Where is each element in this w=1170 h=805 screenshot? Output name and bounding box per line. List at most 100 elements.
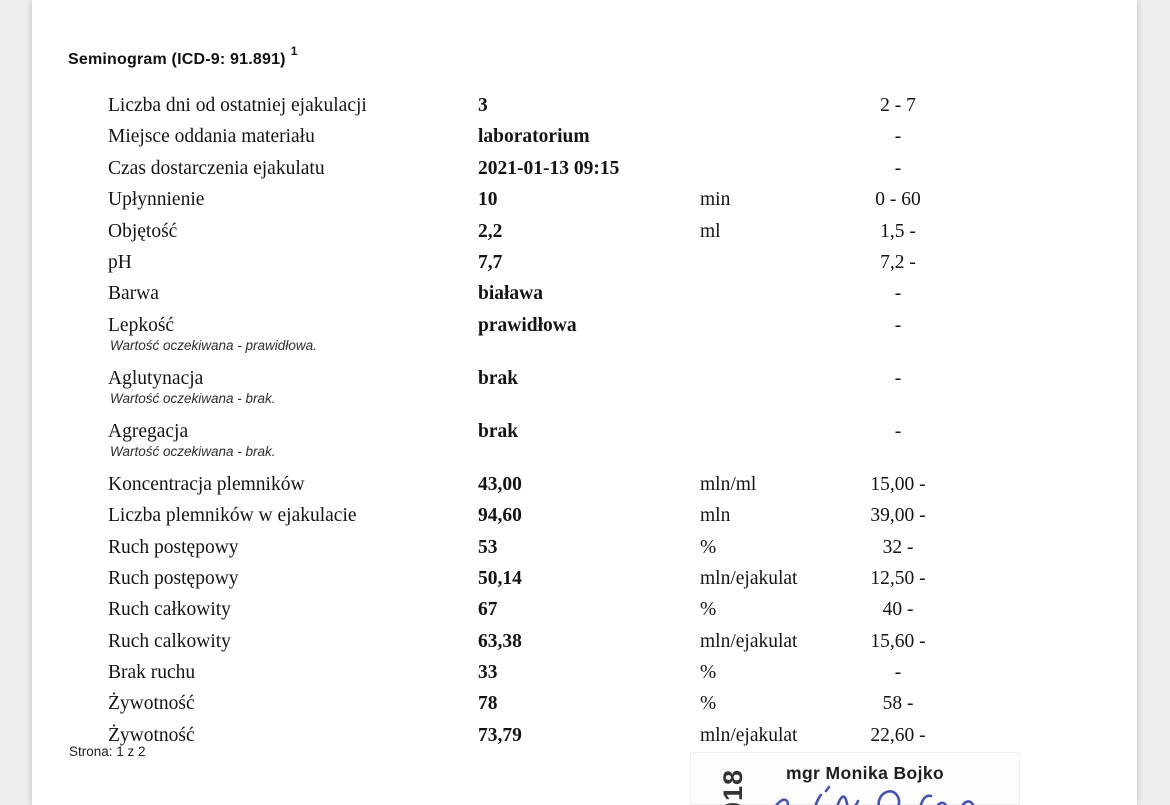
result-value: 73,79 [478, 724, 522, 746]
result-value: 3 [478, 95, 488, 116]
result-value: 53 [478, 536, 498, 558]
unit: mln/ejakulat [700, 630, 798, 652]
parameter-label: pH [108, 251, 132, 273]
table-row: Żywotność 73,79 mln/ejakulat 22,60 - [32, 724, 1137, 755]
results-table: Liczba dni od ostatniej ejakulacji 3 2 -… [32, 94, 1137, 755]
result-value: 94,60 [478, 505, 522, 527]
unit: min [700, 189, 731, 211]
reference-range: - [894, 314, 902, 336]
result-value: 33 [478, 662, 498, 684]
unit: ml [700, 220, 721, 242]
unit: % [700, 536, 717, 558]
parameter-label: Agregacja [108, 420, 189, 442]
result-value: 43,00 [478, 473, 522, 495]
title-footnote-marker: 1 [290, 44, 298, 58]
parameter-label: Ruch całkowity [108, 599, 231, 621]
page-title-text: Seminogram (ICD-9: 91.891) [68, 51, 286, 68]
unit: % [700, 693, 717, 715]
parameter-label: Upłynnienie [108, 189, 205, 211]
result-value: brak [478, 420, 519, 442]
table-row: Ruch całkowity 67 % 40 - [32, 598, 1137, 629]
parameter-label: Lepkość [108, 314, 175, 336]
note-row: Wartość oczekiwana - prawidłowa. [32, 337, 1137, 367]
reference-range: 58 - [882, 693, 914, 715]
reference-range: - [894, 283, 902, 305]
reference-range: 39,00 - [870, 505, 926, 527]
parameter-label: Brak ruchu [108, 662, 196, 684]
parameter-label: Liczba plemników w ejakulacie [108, 505, 357, 527]
table-row: pH 7,7 7,2 - [32, 251, 1137, 282]
expected-value-note: Wartość oczekiwana - prawidłowa. [110, 337, 317, 353]
table-row: Miejsce oddania materiału laboratorium - [32, 125, 1137, 156]
result-value: 78 [478, 693, 498, 715]
table-row: Objętość 2,2 ml 1,5 - [32, 220, 1137, 251]
parameter-label: Aglutynacja [108, 367, 204, 389]
reference-range: 15,60 - [870, 630, 926, 652]
reference-range: 40 - [882, 599, 914, 621]
document-page: Seminogram (ICD-9: 91.891) 1 Liczba dni o… [32, 0, 1137, 805]
parameter-label: Czas dostarczenia ejakulatu [108, 157, 325, 179]
result-value: 63,38 [478, 630, 522, 652]
reference-range: - [894, 126, 902, 148]
reference-range: - [894, 367, 902, 389]
parameter-label: Ruch calkowity [108, 630, 231, 652]
table-row: Koncentracja plemników 43,00 mln/ml 15,0… [32, 473, 1137, 504]
table-row: Czas dostarczenia ejakulatu 2021-01-13 0… [32, 157, 1137, 188]
table-row: Żywotność 78 % 58 - [32, 692, 1137, 723]
unit: mln/ejakulat [700, 724, 798, 746]
table-row: Lepkość prawidłowa - [32, 314, 1137, 337]
reference-range: 12,50 - [870, 567, 926, 589]
table-row: Upłynnienie 10 min 0 - 60 [32, 188, 1137, 219]
result-value: prawidłowa [478, 314, 577, 336]
parameter-label: Miejsce oddania materiału [108, 126, 315, 148]
signature-image [775, 785, 975, 805]
reference-range: 32 - [882, 536, 914, 558]
parameter-label: Liczba dni od ostatniej ejakulacji [108, 95, 367, 116]
table-row: Barwa biaława - [32, 282, 1137, 313]
parameter-label: Żywotność [108, 724, 195, 746]
result-value: brak [478, 367, 519, 389]
reference-range: 1,5 - [880, 220, 916, 242]
result-value: 7,7 [478, 251, 503, 273]
unit: mln/ejakulat [700, 567, 798, 589]
reference-range: 22,60 - [870, 724, 926, 746]
parameter-label: Koncentracja plemników [108, 473, 305, 495]
note-row: Wartość oczekiwana - brak. [32, 443, 1137, 473]
result-value: biaława [478, 283, 544, 305]
parameter-label: Ruch postępowy [108, 536, 239, 558]
unit: mln/ml [700, 473, 757, 495]
result-value: 2021-01-13 09:15 [478, 157, 620, 179]
result-value: 2,2 [478, 220, 503, 242]
signature-stamp-block: 018 mgr Monika Bojko [690, 752, 1020, 805]
reference-range: 2 - 7 [880, 95, 916, 116]
unit: % [700, 662, 717, 684]
reference-range: - [894, 420, 902, 442]
reference-range: 15,00 - [870, 473, 926, 495]
reference-range: - [894, 157, 902, 179]
unit: mln [700, 505, 731, 527]
parameter-label: Ruch postępowy [108, 567, 239, 589]
table-row: Ruch calkowity 63,38 mln/ejakulat 15,60 … [32, 630, 1137, 661]
table-row: Liczba dni od ostatniej ejakulacji 3 2 -… [32, 94, 1137, 125]
note-row: Wartość oczekiwana - brak. [32, 390, 1137, 420]
table-row: Aglutynacja brak - [32, 367, 1137, 390]
result-value: 67 [478, 599, 498, 621]
stamp-number: 018 [718, 768, 748, 805]
table-row: Ruch postępowy 53 % 32 - [32, 536, 1137, 567]
unit: % [700, 599, 717, 621]
reference-range: 7,2 - [880, 251, 916, 273]
parameter-label: Żywotność [108, 693, 195, 715]
result-value: 50,14 [478, 567, 522, 589]
page-number: Strona: 1 z 2 [69, 744, 146, 759]
table-row: Ruch postępowy 50,14 mln/ejakulat 12,50 … [32, 567, 1137, 598]
parameter-label: Objętość [108, 220, 178, 242]
table-row: Liczba plemników w ejakulacie 94,60 mln … [32, 504, 1137, 535]
expected-value-note: Wartość oczekiwana - brak. [110, 443, 276, 459]
result-value: 10 [478, 189, 498, 211]
reference-range: - [894, 662, 902, 684]
expected-value-note: Wartość oczekiwana - brak. [110, 390, 276, 406]
page-title: Seminogram (ICD-9: 91.891) 1 [68, 44, 298, 69]
signer-name: mgr Monika Bojko [786, 763, 945, 783]
result-value: laboratorium [478, 126, 590, 148]
reference-range: 0 - 60 [875, 189, 921, 211]
